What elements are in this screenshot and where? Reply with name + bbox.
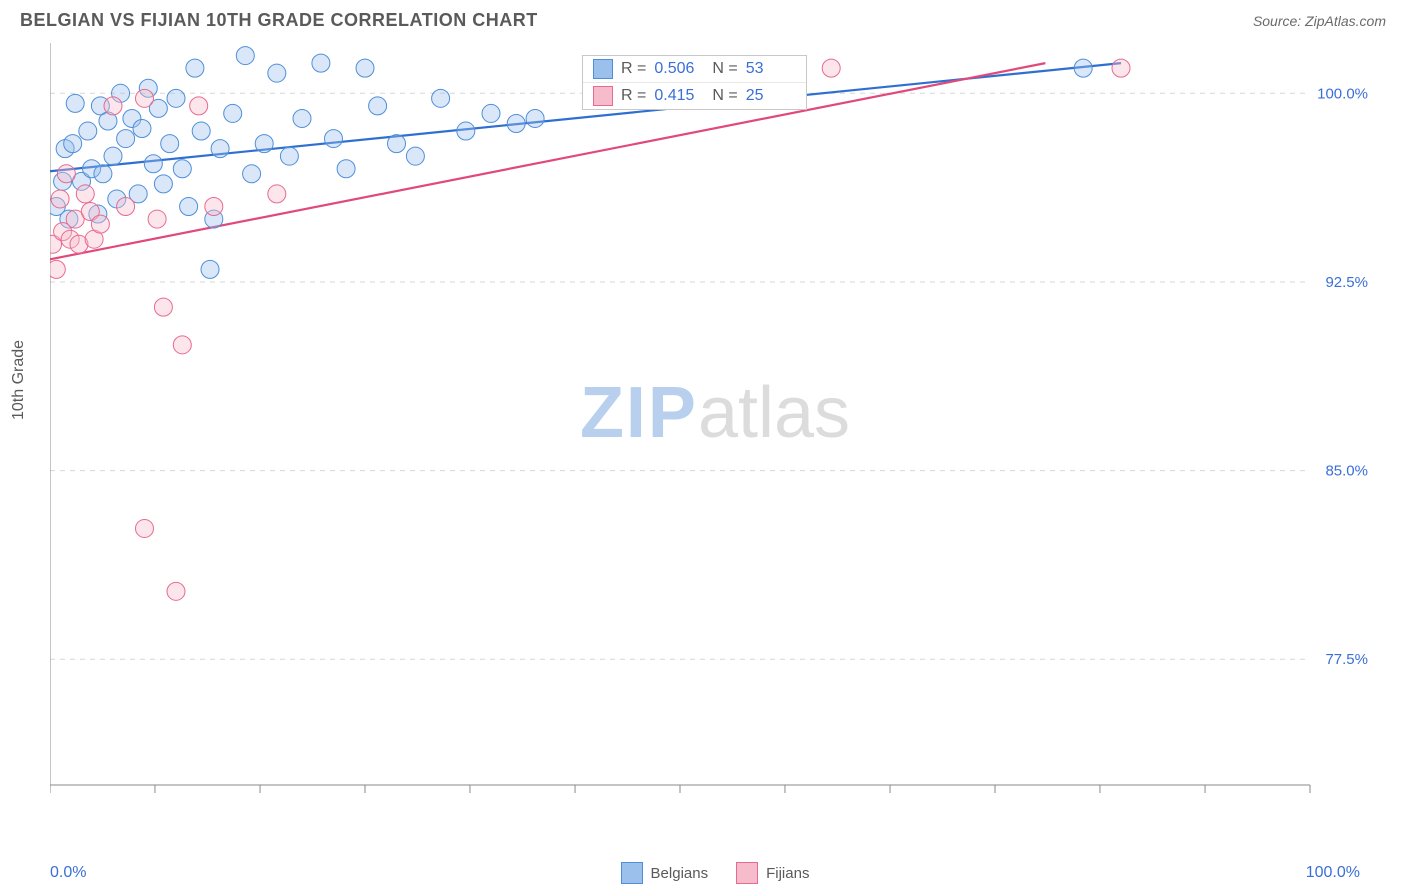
- chart-title: BELGIAN VS FIJIAN 10TH GRADE CORRELATION…: [20, 10, 538, 31]
- legend-swatch-belgians: [621, 862, 643, 884]
- svg-text:100.0%: 100.0%: [1317, 85, 1368, 102]
- stats-row-fijians: R = 0.415 N = 25: [583, 82, 806, 109]
- stat-r-label-1: R =: [621, 87, 646, 105]
- source-label: Source: ZipAtlas.com: [1253, 13, 1386, 29]
- series-legend: Belgians Fijians: [621, 862, 810, 884]
- stat-n-val-0: 53: [746, 60, 796, 78]
- legend-item-fijians: Fijians: [736, 862, 809, 884]
- header: BELGIAN VS FIJIAN 10TH GRADE CORRELATION…: [0, 0, 1406, 35]
- stat-n-val-1: 25: [746, 87, 796, 105]
- svg-text:92.5%: 92.5%: [1325, 274, 1368, 291]
- legend-item-belgians: Belgians: [621, 862, 709, 884]
- x-axis-legend: 0.0% Belgians Fijians 100.0%: [50, 862, 1380, 884]
- stat-r-val-0: 0.506: [654, 60, 704, 78]
- legend-swatch-fijians: [736, 862, 758, 884]
- stat-n-label-0: N =: [712, 60, 737, 78]
- stats-row-belgians: R = 0.506 N = 53: [583, 56, 806, 82]
- swatch-belgians: [593, 59, 613, 79]
- stat-r-label-0: R =: [621, 60, 646, 78]
- y-axis-title: 10th Grade: [10, 340, 28, 420]
- legend-label-fijians: Fijians: [766, 865, 809, 882]
- legend-label-belgians: Belgians: [651, 865, 709, 882]
- swatch-fijians: [593, 86, 613, 106]
- x-axis-max-label: 100.0%: [1306, 864, 1360, 882]
- stats-legend-box: R = 0.506 N = 53 R = 0.415 N = 25: [582, 55, 807, 110]
- stat-n-label-1: N =: [712, 87, 737, 105]
- x-axis-min-label: 0.0%: [50, 864, 86, 882]
- stat-r-val-1: 0.415: [654, 87, 704, 105]
- svg-text:85.0%: 85.0%: [1325, 463, 1368, 480]
- chart-area: 77.5%85.0%92.5%100.0% ZIPatlas R = 0.506…: [50, 43, 1380, 813]
- scatter-chart: 77.5% 85.0% 92.5% 100.0%: [50, 43, 1380, 813]
- svg-text:77.5%: 77.5%: [1325, 651, 1368, 668]
